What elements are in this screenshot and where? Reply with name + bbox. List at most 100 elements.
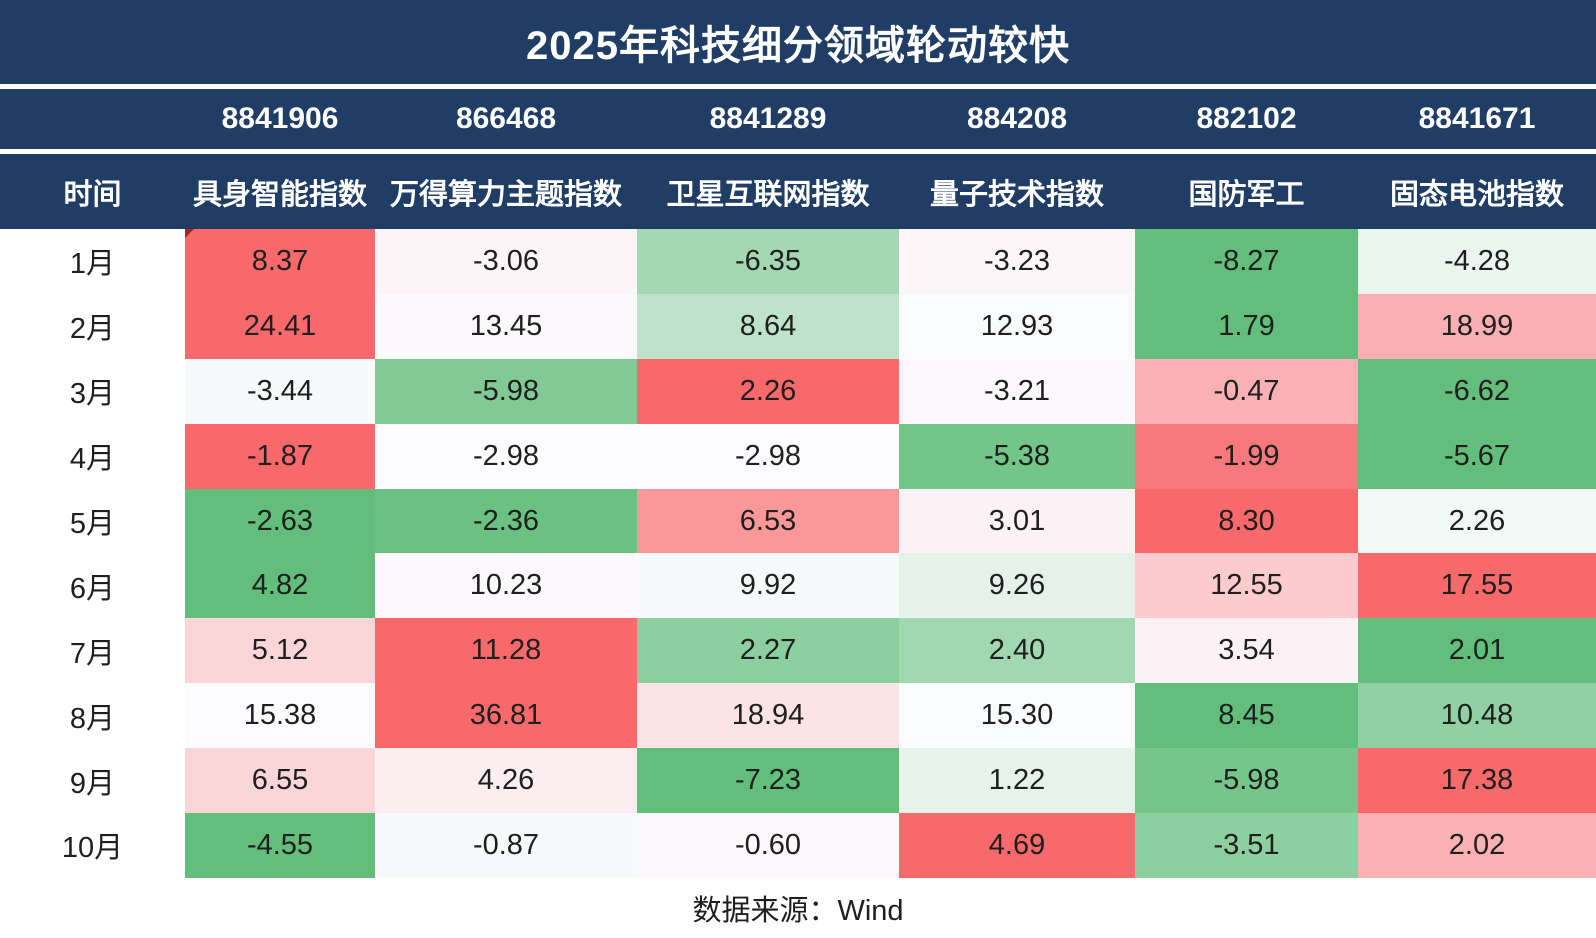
table-row: 8月 15.38 36.81 18.94 15.30 8.45 10.48 bbox=[0, 683, 1596, 749]
heatmap-cell: 3.54 bbox=[1135, 618, 1358, 684]
heatmap-cell: 13.45 bbox=[375, 293, 637, 359]
heatmap-cell: 4.82 bbox=[185, 553, 375, 619]
month-label: 3月 bbox=[0, 358, 185, 424]
table-row: 7月 5.12 11.28 2.27 2.40 3.54 2.01 bbox=[0, 618, 1596, 684]
table-row: 4月 -1.87 -2.98 -2.98 -5.38 -1.99 -5.67 bbox=[0, 423, 1596, 489]
month-label: 5月 bbox=[0, 488, 185, 554]
codes-row-spacer bbox=[0, 89, 185, 149]
heatmap-cell: -1.87 bbox=[185, 423, 375, 489]
heatmap-cell: -5.98 bbox=[375, 358, 637, 424]
heatmap-cell: 36.81 bbox=[375, 683, 637, 749]
heatmap-cell: -5.38 bbox=[899, 423, 1135, 489]
heatmap-cell: 10.48 bbox=[1358, 683, 1596, 749]
column-header-index-5: 国防军工 bbox=[1188, 178, 1305, 211]
heatmap-cell: 1.22 bbox=[899, 748, 1135, 814]
heatmap-cell: -2.98 bbox=[375, 423, 637, 489]
heatmap-cell: 8.45 bbox=[1135, 683, 1358, 749]
table-row: 9月 6.55 4.26 -7.23 1.22 -5.98 17.38 bbox=[0, 748, 1596, 814]
heatmap-cell: 2.27 bbox=[637, 618, 899, 684]
heatmap-cell: -2.36 bbox=[375, 488, 637, 554]
month-label: 7月 bbox=[0, 618, 185, 684]
heatmap-cell: -4.28 bbox=[1358, 229, 1596, 294]
heatmap-cell: 17.55 bbox=[1358, 553, 1596, 619]
column-header-index-3: 卫星互联网指数 bbox=[666, 178, 870, 211]
heatmap-cell: 18.99 bbox=[1358, 293, 1596, 359]
index-code-4: 884208 bbox=[966, 102, 1068, 135]
heatmap-cell: -3.06 bbox=[375, 229, 637, 294]
heatmap-cell: 8.30 bbox=[1135, 488, 1358, 554]
column-header-index-2: 万得算力主题指数 bbox=[389, 178, 622, 211]
heatmap-cell: 12.55 bbox=[1135, 553, 1358, 619]
heatmap-cell: 5.12 bbox=[185, 618, 375, 684]
heatmap-cell: -6.62 bbox=[1358, 358, 1596, 424]
month-label: 10月 bbox=[0, 813, 185, 878]
heatmap-cell: 2.26 bbox=[637, 358, 899, 424]
table-row: 3月 -3.44 -5.98 2.26 -3.21 -0.47 -6.62 bbox=[0, 358, 1596, 424]
heatmap-cell: 12.93 bbox=[899, 293, 1135, 359]
heatmap-cell: 8.37 bbox=[185, 229, 375, 294]
table-row: 10月 -4.55 -0.87 -0.60 4.69 -3.51 2.02 bbox=[0, 813, 1596, 878]
heatmap-cell: -0.60 bbox=[637, 813, 899, 878]
month-label: 4月 bbox=[0, 423, 185, 489]
index-code-6: 8841671 bbox=[1418, 102, 1536, 135]
month-label: 9月 bbox=[0, 748, 185, 814]
index-code-5: 882102 bbox=[1196, 102, 1297, 135]
index-codes-row: 8841906 866468 8841289 884208 882102 884… bbox=[0, 89, 1596, 149]
column-header-index-1: 具身智能指数 bbox=[192, 178, 367, 211]
index-code-2: 866468 bbox=[455, 102, 557, 135]
heatmap-cell: 15.30 bbox=[899, 683, 1135, 749]
page-title: 2025年科技细分领域轮动较快 bbox=[526, 24, 1070, 68]
table-row: 1月 8.37 -3.06 -6.35 -3.23 -8.27 -4.28 bbox=[0, 229, 1596, 294]
heatmap-cell: -0.87 bbox=[375, 813, 637, 878]
month-label: 6月 bbox=[0, 553, 185, 619]
month-label: 8月 bbox=[0, 683, 185, 749]
heatmap-cell: -3.21 bbox=[899, 358, 1135, 424]
heatmap-cell: 6.55 bbox=[185, 748, 375, 814]
heatmap-cell: 3.01 bbox=[899, 488, 1135, 554]
heatmap-cell: 2.26 bbox=[1358, 488, 1596, 554]
heatmap-cell: 9.92 bbox=[637, 553, 899, 619]
heatmap-cell: 2.01 bbox=[1358, 618, 1596, 684]
heatmap-cell: -2.63 bbox=[185, 488, 375, 554]
month-label: 2月 bbox=[0, 293, 185, 359]
heatmap-cell: 17.38 bbox=[1358, 748, 1596, 814]
heatmap-cell: 2.40 bbox=[899, 618, 1135, 684]
corner-marker-icon bbox=[185, 229, 194, 238]
heatmap-cell: 9.26 bbox=[899, 553, 1135, 619]
heatmap-cell: 15.38 bbox=[185, 683, 375, 749]
divider-top bbox=[0, 84, 1596, 89]
heatmap-cell: -5.98 bbox=[1135, 748, 1358, 814]
month-label: 1月 bbox=[0, 229, 185, 294]
heatmap-cell: -3.23 bbox=[899, 229, 1135, 294]
heatmap-cell: -1.99 bbox=[1135, 423, 1358, 489]
table-row: 2月 24.41 13.45 8.64 12.93 1.79 18.99 bbox=[0, 293, 1596, 359]
heatmap-cell: -2.98 bbox=[637, 423, 899, 489]
column-header-index-4: 量子技术指数 bbox=[929, 178, 1104, 211]
heatmap-cell: -8.27 bbox=[1135, 229, 1358, 294]
heatmap-cell: 24.41 bbox=[185, 293, 375, 359]
heatmap-cell: 18.94 bbox=[637, 683, 899, 749]
heatmap-table: 1月 8.37 -3.06 -6.35 -3.23 -8.27 -4.28 2月 24.41 13… bbox=[0, 229, 1596, 878]
index-code-1: 8841906 bbox=[221, 102, 339, 135]
table-row: 5月 -2.63 -2.36 6.53 3.01 8.30 2.26 bbox=[0, 488, 1596, 554]
heatmap-cell: -3.51 bbox=[1135, 813, 1358, 878]
heatmap-cell: -5.67 bbox=[1358, 423, 1596, 489]
heatmap-cell: -4.55 bbox=[185, 813, 375, 878]
table-row: 6月 4.82 10.23 9.92 9.26 12.55 17.55 bbox=[0, 553, 1596, 619]
heatmap-cell: 4.26 bbox=[375, 748, 637, 814]
heatmap-cell: 2.02 bbox=[1358, 813, 1596, 878]
column-header-index-6: 固态电池指数 bbox=[1389, 178, 1564, 211]
heatmap-cell: -0.47 bbox=[1135, 358, 1358, 424]
heatmap-cell: 4.69 bbox=[899, 813, 1135, 878]
heatmap-cell: -6.35 bbox=[637, 229, 899, 294]
heatmap-cell: 11.28 bbox=[375, 618, 637, 684]
index-code-3: 8841289 bbox=[709, 102, 827, 135]
data-source-note: 数据来源：Wind bbox=[0, 877, 1596, 938]
heatmap-cell: 10.23 bbox=[375, 553, 637, 619]
heatmap-cell: 8.64 bbox=[637, 293, 899, 359]
title-bar: 2025年科技细分领域轮动较快 bbox=[0, 0, 1596, 84]
column-header-time: 时间 bbox=[63, 178, 122, 211]
divider-mid bbox=[0, 149, 1596, 154]
heatmap-cell: -3.44 bbox=[185, 358, 375, 424]
heatmap-cell: -7.23 bbox=[637, 748, 899, 814]
